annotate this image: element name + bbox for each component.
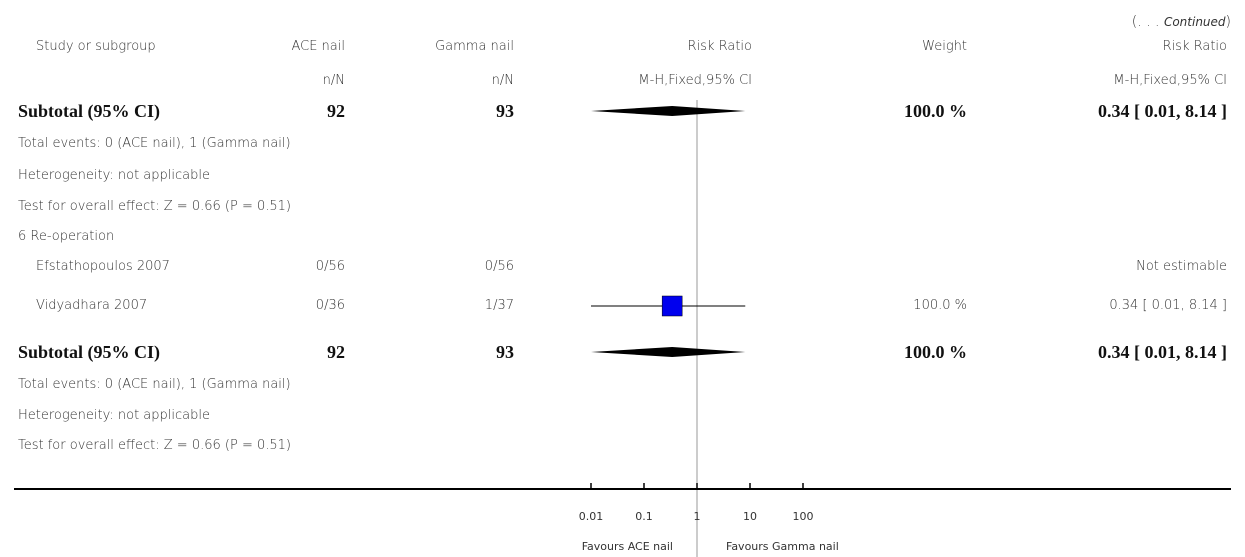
- axis-tick-label-0: 0.01: [579, 510, 604, 523]
- subtotal-1-ace: 92: [327, 101, 345, 121]
- continued-close: ): [1225, 14, 1231, 30]
- favours-right-label: Favours Gamma nail: [726, 540, 839, 553]
- header-risk-ratio: Risk Ratio: [687, 39, 752, 54]
- study-vidyadhara-ace: 0/36: [315, 298, 345, 313]
- x-axis: 0.01 0.1 1 10 100: [579, 483, 814, 523]
- header-ace-sub: n/N: [322, 73, 345, 88]
- continued-italic: Continued: [1163, 15, 1226, 29]
- study-vidyadhara-weight: 100.0 %: [913, 298, 967, 313]
- header-gamma: Gamma nail: [435, 39, 514, 54]
- axis-tick-label-4: 100: [793, 510, 814, 523]
- subtotal-1-heterogeneity: Heterogeneity: not applicable: [18, 168, 210, 183]
- study-efstathopoulos-ci: Not estimable: [1136, 259, 1227, 274]
- header-gamma-sub: n/N: [491, 73, 514, 88]
- subtotal-2-overall-test: Test for overall effect: Z = 0.66 (P = 0…: [18, 438, 291, 453]
- study-vidyadhara: Vidyadhara 2007: [36, 298, 148, 313]
- subtotal-1-ci: 0.34 [ 0.01, 8.14 ]: [1098, 101, 1227, 121]
- subtotal-diamond-1: [591, 106, 746, 116]
- subtotal-diamond-2: [591, 347, 746, 357]
- study-vidyadhara-gamma: 1/37: [484, 298, 514, 313]
- subtotal-1-weight: 100.0 %: [904, 101, 967, 121]
- header-study: Study or subgroup: [36, 39, 156, 54]
- header-ace: ACE nail: [291, 39, 345, 54]
- study-efstathopoulos: Efstathopoulos 2007: [36, 259, 170, 274]
- header-risk-ratio-2: Risk Ratio: [1162, 39, 1227, 54]
- subtotal-2-label: Subtotal (95% CI): [18, 342, 161, 362]
- header-weight: Weight: [922, 39, 967, 54]
- header-rr2-sub: M-H,Fixed,95% CI: [1113, 73, 1227, 88]
- subtotal-1-events: Total events: 0 (ACE nail), 1 (Gamma nai…: [18, 136, 291, 151]
- study-efstathopoulos-ace: 0/56: [315, 259, 345, 274]
- axis-tick-label-2: 1: [694, 510, 701, 523]
- continued-label: (. . . Continued): [1132, 14, 1231, 30]
- continued-open: (. . .: [1131, 14, 1164, 30]
- group-6-heading: 6 Re-operation: [18, 229, 115, 244]
- subtotal-2-events: Total events: 0 (ACE nail), 1 (Gamma nai…: [18, 377, 291, 392]
- axis-tick-label-3: 10: [743, 510, 757, 523]
- subtotal-2-gamma: 93: [496, 342, 514, 362]
- subtotal-1-overall-test: Test for overall effect: Z = 0.66 (P = 0…: [18, 199, 291, 214]
- subtotal-2-ace: 92: [327, 342, 345, 362]
- effect-marker-vidyadhara: [661, 295, 683, 317]
- header-rr-sub: M-H,Fixed,95% CI: [638, 73, 752, 88]
- axis-tick-label-1: 0.1: [635, 510, 653, 523]
- subtotal-1-label: Subtotal (95% CI): [18, 101, 161, 121]
- subtotal-2-weight: 100.0 %: [904, 342, 967, 362]
- subtotal-1-gamma: 93: [496, 101, 514, 121]
- study-efstathopoulos-gamma: 0/56: [484, 259, 514, 274]
- subtotal-2-heterogeneity: Heterogeneity: not applicable: [18, 408, 210, 423]
- favours-left-label: Favours ACE nail: [581, 540, 673, 553]
- study-vidyadhara-ci: 0.34 [ 0.01, 8.14 ]: [1109, 298, 1227, 313]
- subtotal-2-ci: 0.34 [ 0.01, 8.14 ]: [1098, 342, 1227, 362]
